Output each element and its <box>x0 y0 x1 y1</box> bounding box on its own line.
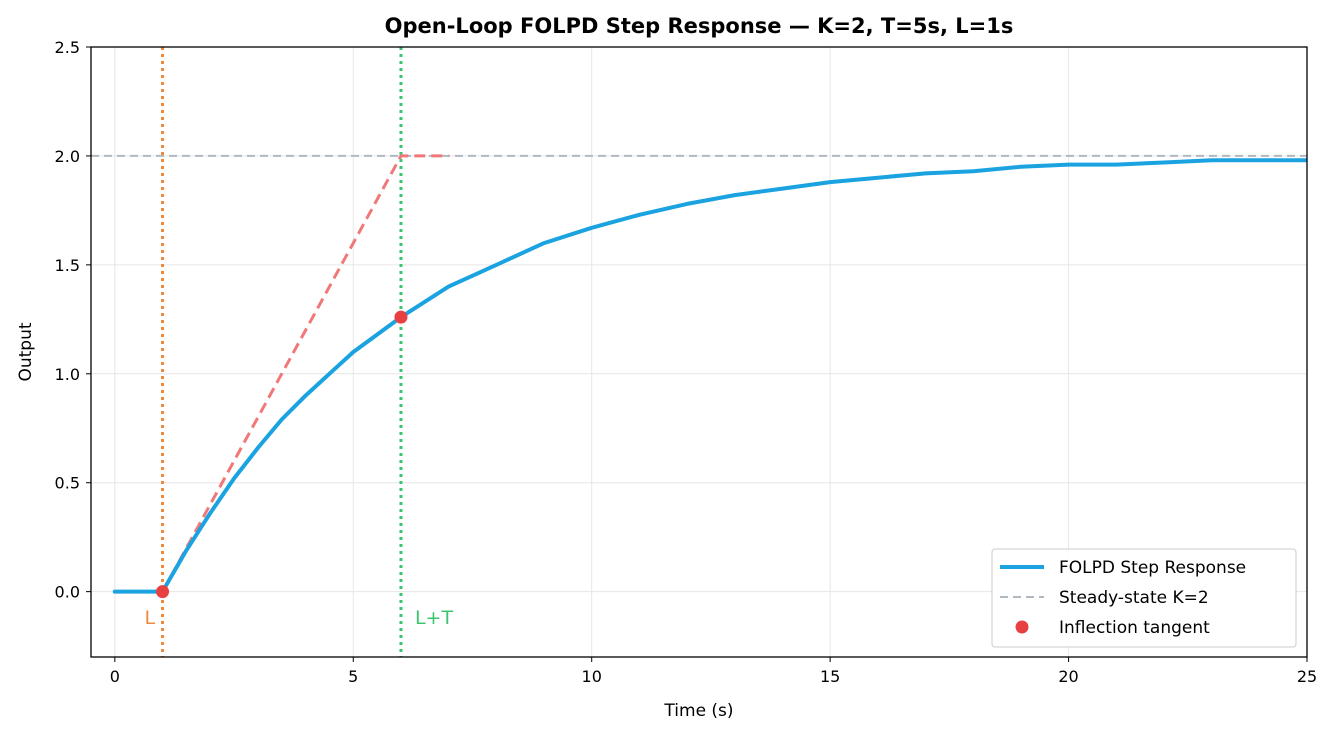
y-tick-label: 2.0 <box>55 147 80 166</box>
annotations: L L+T <box>145 607 454 629</box>
axis-ticks: 0 5 10 15 20 25 0.0 0.5 1.0 1.5 2.0 2.5 <box>55 38 1318 686</box>
x-axis-label: Time (s) <box>663 701 733 721</box>
inflection-marker <box>394 310 408 324</box>
x-tick-label: 25 <box>1297 667 1317 686</box>
legend-box <box>991 548 1297 648</box>
legend-label-2: Inflection tangent <box>1059 618 1210 638</box>
y-tick-label: 2.5 <box>55 38 80 57</box>
x-tick-label: 10 <box>582 667 602 686</box>
plot-frame <box>90 46 1308 658</box>
legend-label-1: Steady-state K=2 <box>1059 588 1209 608</box>
x-tick-label: 0 <box>110 667 120 686</box>
plot-area <box>91 47 1307 657</box>
response-curve <box>112 158 1307 594</box>
y-tick-label: 1.0 <box>55 365 80 384</box>
y-tick-label: 1.5 <box>55 256 80 275</box>
tangent-line <box>161 154 449 593</box>
y-tick-label: 0.5 <box>55 474 80 493</box>
chart-title: Open-Loop FOLPD Step Response — K=2, T=5… <box>385 14 1014 38</box>
legend-swatch-inflection <box>1015 620 1029 634</box>
x-tick-label: 15 <box>820 667 840 686</box>
y-tick-label: 0.0 <box>55 583 80 602</box>
inflection-marker <box>156 585 170 599</box>
x-tick-label: 5 <box>348 667 358 686</box>
x-tick-label: 20 <box>1058 667 1078 686</box>
y-axis-label: Output <box>16 322 36 381</box>
legend: FOLPD Step Response Steady-state K=2 Infle… <box>991 548 1297 648</box>
annotation-l-plus-t: L+T <box>415 607 454 629</box>
legend-label-0: FOLPD Step Response <box>1059 558 1246 578</box>
annotation-l: L <box>145 607 156 629</box>
